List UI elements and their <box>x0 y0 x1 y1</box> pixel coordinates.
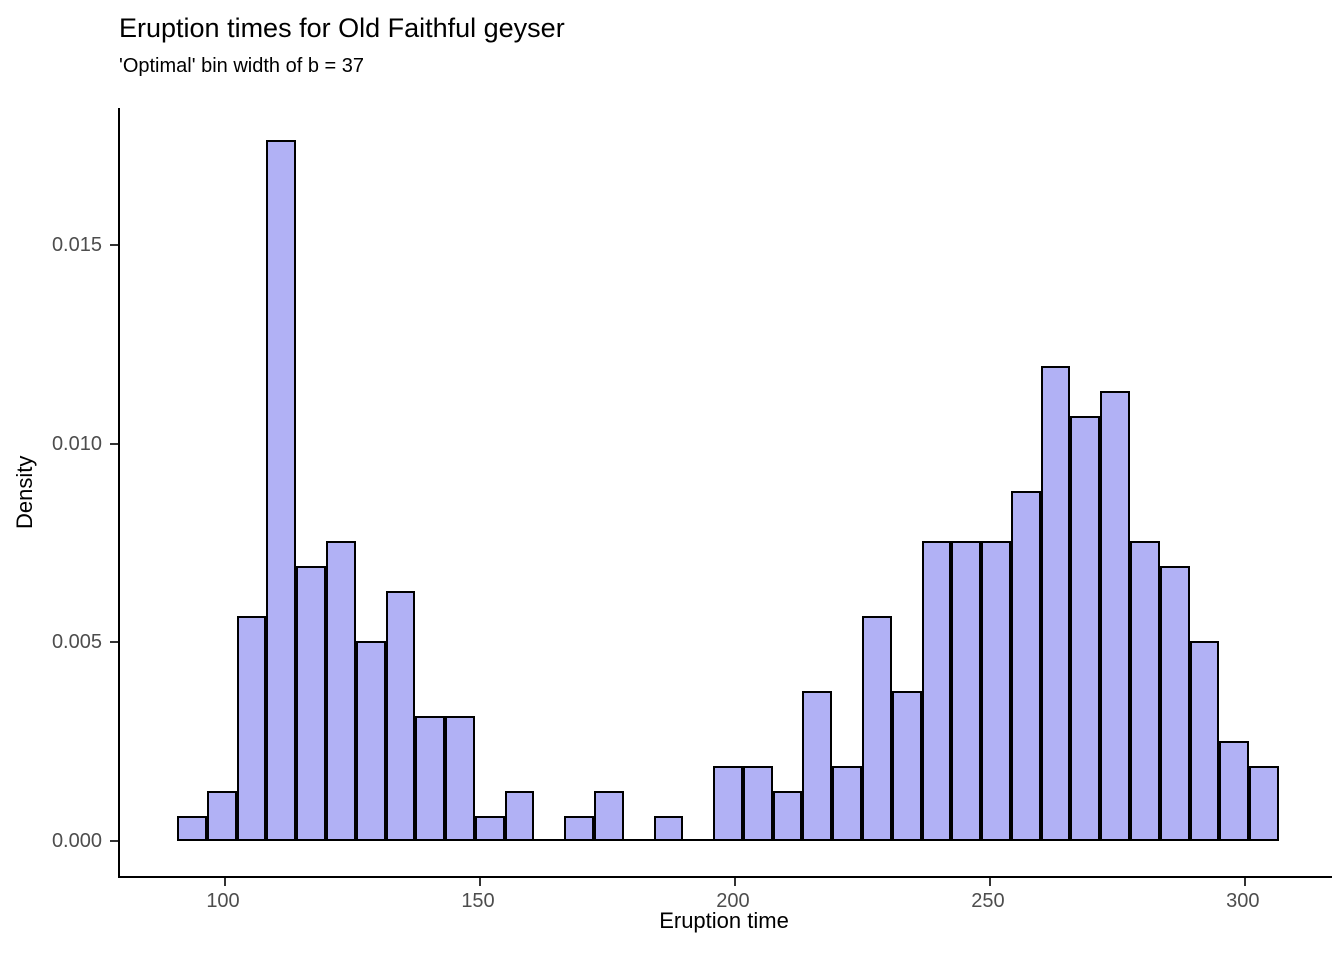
histogram-bar <box>891 690 922 842</box>
histogram-bar <box>921 540 952 842</box>
histogram-bar <box>236 615 267 842</box>
histogram-bar <box>266 140 297 842</box>
chart-title: Eruption times for Old Faithful geyser <box>119 13 565 43</box>
histogram-bar <box>713 765 743 841</box>
histogram-bar <box>742 765 773 841</box>
x-tick-label: 250 <box>971 890 1005 912</box>
y-tick-label: 0.015 <box>51 234 102 257</box>
histogram-bar <box>772 791 803 842</box>
histogram-bar <box>832 765 862 841</box>
y-axis-tick <box>110 840 118 842</box>
histogram-bar <box>355 640 386 841</box>
histogram-bar <box>981 540 1011 842</box>
histogram-bar <box>385 590 416 841</box>
zero-baseline <box>177 839 1279 841</box>
histogram-bar <box>653 816 684 841</box>
x-tick-label: 100 <box>206 890 240 912</box>
y-tick-label: 0.000 <box>51 830 102 852</box>
histogram-bar <box>594 791 624 842</box>
histogram-bar <box>445 715 475 842</box>
histogram-bar <box>802 690 833 842</box>
histogram-bar <box>1100 390 1130 841</box>
histogram-bar <box>1040 365 1071 842</box>
histogram-bar <box>415 715 446 842</box>
histogram-bar <box>1249 765 1279 841</box>
y-tick-label: 0.010 <box>51 432 102 455</box>
x-tick-label: 300 <box>1226 890 1260 912</box>
plot-panel <box>110 108 1332 886</box>
histogram-bar <box>1070 415 1101 841</box>
x-axis-tick <box>224 878 226 886</box>
x-axis-tick <box>988 878 991 886</box>
histogram-bar <box>206 791 237 842</box>
y-tick-label: 0.005 <box>51 631 102 654</box>
histogram-bar <box>862 615 892 842</box>
y-axis-tick <box>110 244 118 247</box>
y-axis-tick <box>110 442 118 445</box>
x-tick-label: 200 <box>716 890 750 912</box>
histogram-bar <box>474 816 505 841</box>
x-axis-tick <box>733 878 736 886</box>
x-axis-tick <box>479 878 481 886</box>
histogram-bar <box>564 816 594 841</box>
histogram-bar <box>326 540 356 842</box>
chart-subtitle: 'Optimal' bin width of b = 37 <box>119 55 364 77</box>
histogram-bar <box>504 791 535 842</box>
histogram-bar <box>1219 740 1250 841</box>
x-axis-tick <box>1243 878 1246 886</box>
y-axis-tick <box>110 641 118 644</box>
x-tick-label: 150 <box>461 890 495 912</box>
y-tick-labels: 0.000 0.005 0.010 0.015 <box>0 108 102 876</box>
histogram-bar <box>1159 565 1190 841</box>
histogram-bar <box>1189 640 1220 841</box>
x-axis-title: Eruption time <box>659 908 789 933</box>
histogram-bar <box>1130 540 1160 842</box>
histogram-bar <box>1010 490 1041 841</box>
histogram-bar <box>296 565 326 841</box>
histogram-bar <box>177 816 207 841</box>
histogram-bar <box>951 540 982 842</box>
